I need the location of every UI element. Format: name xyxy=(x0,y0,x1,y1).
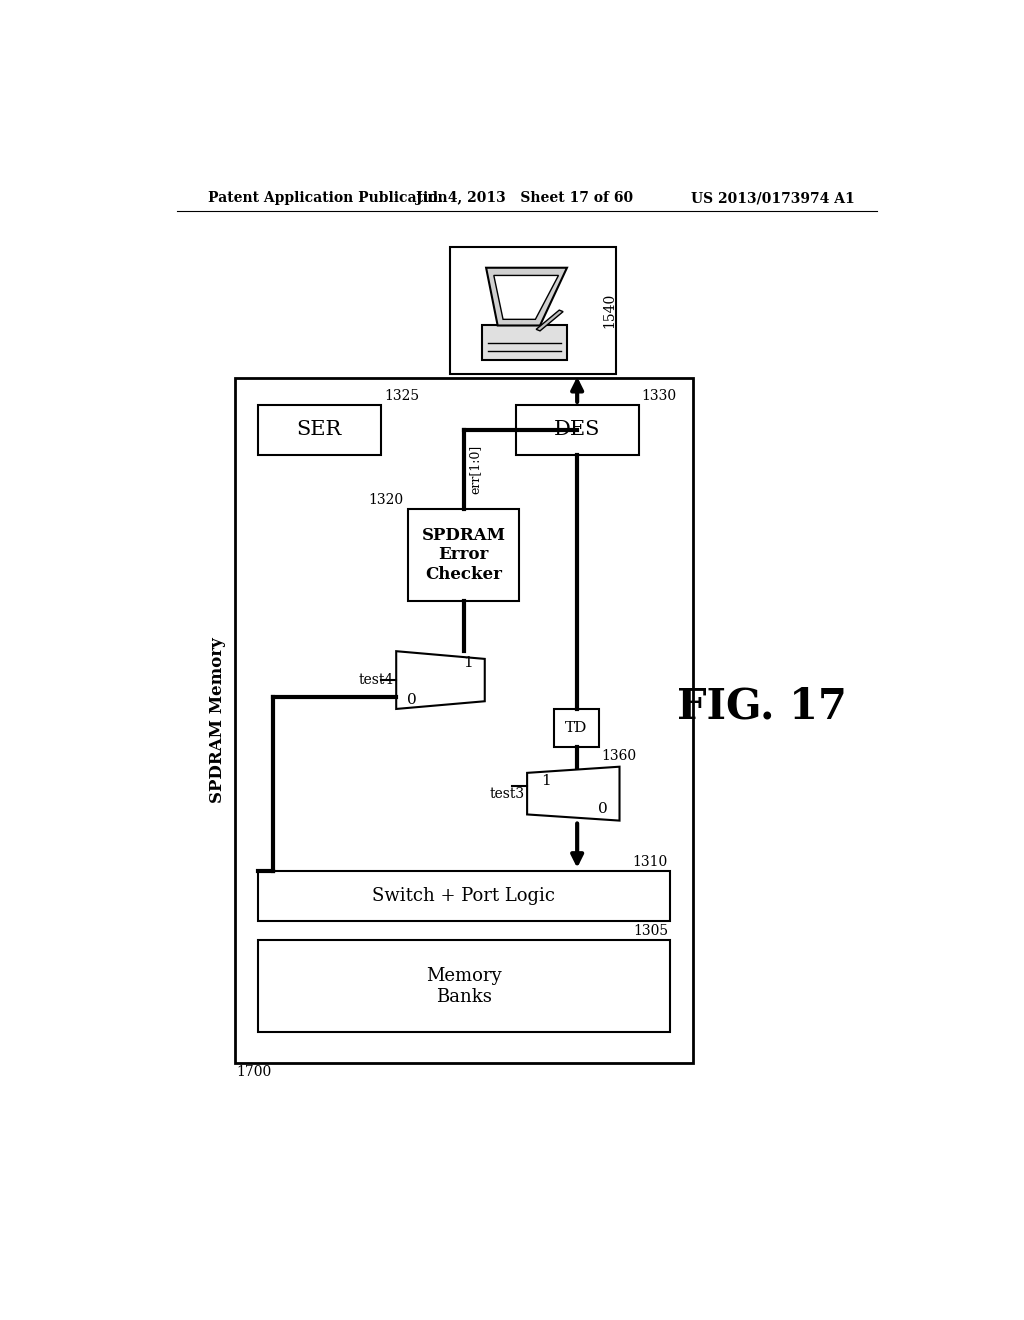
Text: 1540: 1540 xyxy=(602,293,616,329)
Text: 1325: 1325 xyxy=(385,389,420,404)
Text: Jul. 4, 2013   Sheet 17 of 60: Jul. 4, 2013 Sheet 17 of 60 xyxy=(416,191,634,206)
Text: 0: 0 xyxy=(598,803,607,816)
Text: US 2013/0173974 A1: US 2013/0173974 A1 xyxy=(690,191,854,206)
Text: DES: DES xyxy=(554,420,600,440)
Text: 1700: 1700 xyxy=(237,1065,271,1078)
Text: TD: TD xyxy=(565,721,588,735)
Text: 1: 1 xyxy=(542,774,551,788)
Bar xyxy=(554,709,599,747)
Text: SER: SER xyxy=(297,420,342,440)
Text: test3: test3 xyxy=(489,787,524,801)
Text: 1330: 1330 xyxy=(641,389,676,404)
Text: err[1:0]: err[1:0] xyxy=(468,445,481,494)
Text: FIG. 17: FIG. 17 xyxy=(677,686,847,727)
Polygon shape xyxy=(537,310,563,331)
Bar xyxy=(234,378,692,1063)
Polygon shape xyxy=(494,276,558,319)
Text: SPDRAM
Error
Checker: SPDRAM Error Checker xyxy=(422,527,506,583)
Text: 1305: 1305 xyxy=(633,924,668,939)
Text: 1310: 1310 xyxy=(633,855,668,869)
Text: 1: 1 xyxy=(463,656,473,669)
Text: Patent Application Publication: Patent Application Publication xyxy=(208,191,447,206)
Text: test4: test4 xyxy=(358,673,394,688)
Text: 1360: 1360 xyxy=(601,748,636,763)
Polygon shape xyxy=(396,651,484,709)
Bar xyxy=(451,247,615,374)
Bar xyxy=(258,871,670,921)
Text: 1320: 1320 xyxy=(369,494,403,507)
Bar xyxy=(482,326,567,360)
Text: SPDRAM Memory: SPDRAM Memory xyxy=(209,638,226,804)
Bar xyxy=(258,940,670,1032)
Bar xyxy=(408,508,519,601)
Polygon shape xyxy=(527,767,620,821)
Text: 0: 0 xyxy=(407,693,417,706)
Text: Switch + Port Logic: Switch + Port Logic xyxy=(372,887,555,904)
Text: Memory
Banks: Memory Banks xyxy=(426,966,502,1006)
Bar xyxy=(515,405,639,455)
Polygon shape xyxy=(486,268,567,326)
Bar xyxy=(258,405,381,455)
